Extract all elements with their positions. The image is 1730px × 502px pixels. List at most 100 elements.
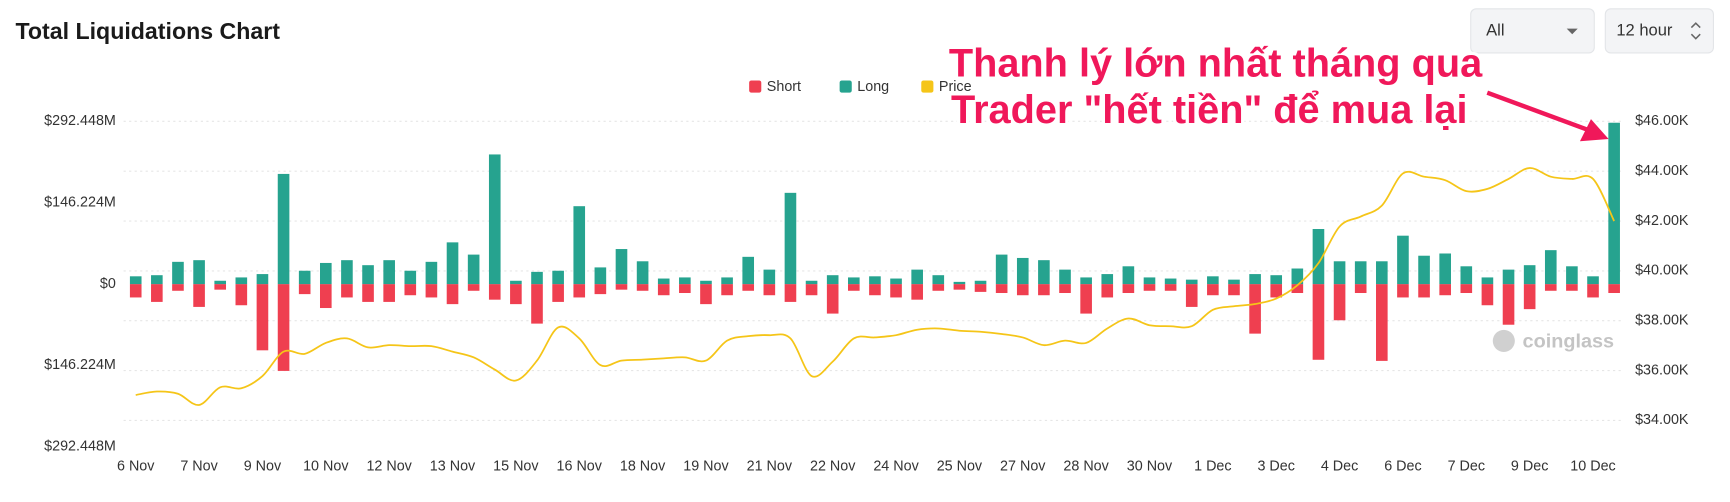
legend-item[interactable]: Short xyxy=(749,79,801,95)
x-tick-label: 22 Nov xyxy=(810,458,856,474)
x-tick-label: 25 Nov xyxy=(937,458,983,474)
interval-select-box[interactable] xyxy=(1604,8,1714,54)
bar xyxy=(1608,122,1620,285)
bar xyxy=(890,284,902,298)
legend-label[interactable]: Price xyxy=(939,79,972,95)
x-tick-label: 10 Nov xyxy=(303,458,349,474)
x-tick-label: 6 Dec xyxy=(1384,458,1421,474)
bar xyxy=(742,256,755,285)
bar xyxy=(573,284,586,298)
bar xyxy=(1481,277,1494,285)
interval-select[interactable]: 12 hour xyxy=(1604,8,1714,54)
x-tick-label: 16 Nov xyxy=(557,458,603,474)
bar xyxy=(573,206,586,285)
bar xyxy=(848,284,860,291)
bar xyxy=(425,261,438,285)
bar xyxy=(700,284,712,305)
bar xyxy=(869,276,881,285)
bar xyxy=(995,254,1008,285)
bar xyxy=(1376,261,1388,285)
bar xyxy=(235,284,248,306)
y2-tick-label: $46.00K xyxy=(1635,113,1689,129)
bar xyxy=(341,284,353,298)
bar xyxy=(467,254,480,285)
bar xyxy=(1587,276,1599,285)
bar xyxy=(193,260,205,285)
bar xyxy=(1122,266,1135,285)
x-tick-label: 7 Nov xyxy=(180,458,218,474)
bar xyxy=(594,284,607,295)
legend-label[interactable]: Long xyxy=(857,79,889,95)
bar xyxy=(214,284,227,290)
bar xyxy=(531,284,543,324)
bar xyxy=(1439,284,1451,296)
legend-swatch[interactable] xyxy=(839,80,852,93)
bar xyxy=(151,284,163,302)
bar xyxy=(425,284,438,298)
bar xyxy=(911,284,923,300)
bar xyxy=(1164,278,1177,285)
x-tick-label: 21 Nov xyxy=(747,458,793,474)
bar xyxy=(298,284,311,295)
bar xyxy=(1333,284,1346,321)
bar xyxy=(784,284,797,302)
bar xyxy=(1566,284,1578,291)
bar xyxy=(911,269,923,285)
x-tick-label: 24 Nov xyxy=(873,458,919,474)
bar xyxy=(953,281,966,285)
y2-tick-label: $38.00K xyxy=(1635,313,1689,329)
legend-swatch[interactable] xyxy=(921,80,934,93)
interval-select-label[interactable]: 12 hour xyxy=(1616,20,1673,39)
x-tick-label: 13 Nov xyxy=(430,458,476,474)
bar xyxy=(1312,229,1325,285)
bar xyxy=(615,249,628,285)
y2-tick-label: $42.00K xyxy=(1635,213,1689,229)
range-select-label[interactable]: All xyxy=(1486,20,1504,39)
watermark: coinglass xyxy=(1492,329,1614,352)
bar xyxy=(995,284,1008,294)
x-tick-label: 9 Dec xyxy=(1511,458,1548,474)
bar xyxy=(657,278,670,285)
legend: Short Long Price xyxy=(749,79,972,95)
bar xyxy=(383,284,395,302)
bar xyxy=(805,280,818,285)
bar xyxy=(256,274,269,285)
legend-swatch[interactable] xyxy=(749,80,762,93)
annotation-arrowhead xyxy=(1579,119,1609,142)
bar xyxy=(467,284,480,291)
bar xyxy=(1038,260,1050,285)
bar xyxy=(1587,284,1599,298)
bar xyxy=(1016,257,1029,285)
bar xyxy=(404,270,417,285)
bar xyxy=(446,284,459,305)
bar xyxy=(193,284,205,307)
bar xyxy=(1059,269,1071,285)
bar xyxy=(1291,284,1304,294)
bar xyxy=(679,277,691,285)
x-tick-label: 6 Nov xyxy=(117,458,155,474)
bar xyxy=(1207,284,1219,296)
y-tick-label: $292.448M xyxy=(44,439,116,455)
bar xyxy=(1397,284,1409,298)
range-select-caret xyxy=(1566,28,1578,35)
bar xyxy=(1354,261,1367,285)
bar xyxy=(700,280,712,285)
bar xyxy=(826,284,839,314)
bar xyxy=(763,269,776,285)
bar xyxy=(636,284,649,291)
legend-item[interactable]: Long xyxy=(839,79,890,95)
range-select[interactable]: All xyxy=(1470,8,1595,54)
legend-item[interactable]: Price xyxy=(921,79,972,95)
range-select-box[interactable] xyxy=(1470,8,1595,54)
bar xyxy=(1397,235,1409,285)
bar xyxy=(1143,277,1156,285)
bar xyxy=(362,265,374,285)
bar xyxy=(510,284,522,305)
bar xyxy=(1460,284,1473,294)
bar xyxy=(1460,266,1473,285)
bar xyxy=(172,261,184,285)
bar xyxy=(1038,284,1050,296)
annotation-line: Thanh lý lớn nhất tháng qua xyxy=(949,42,1483,86)
legend-label[interactable]: Short xyxy=(767,79,801,95)
bar xyxy=(1249,274,1261,285)
